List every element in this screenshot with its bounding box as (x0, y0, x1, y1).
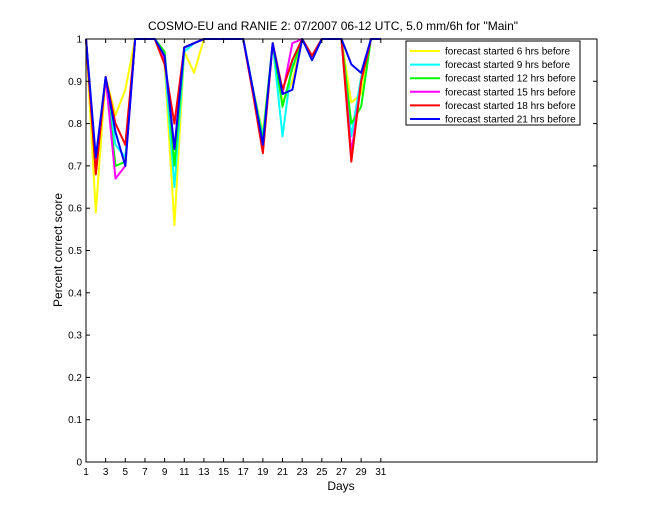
legend-label-2: forecast started 9 hrs before (445, 60, 571, 71)
x-tick-label: 25 (316, 467, 328, 478)
legend-box (405, 40, 581, 126)
x-tick-label: 21 (277, 467, 289, 478)
legend-label-3: forecast started 12 hrs before (445, 74, 576, 85)
x-tick-label: 1 (83, 467, 89, 478)
x-tick-label: 3 (103, 467, 109, 478)
x-tick-label: 11 (179, 467, 190, 478)
x-tick-label: 13 (198, 467, 210, 478)
y-axis: 0 0.1 0.2 0.3 0.4 0.5 0.6 0.7 0.8 0.9 1 (68, 35, 597, 469)
x-tick-label: 15 (218, 467, 230, 478)
x-tick-label: 27 (336, 467, 348, 478)
y-tick-label: 0.9 (68, 77, 82, 88)
y-tick-label: 0.4 (68, 288, 82, 299)
y-tick-label: 0.5 (68, 246, 82, 257)
legend-label-4: forecast started 15 hrs before (445, 87, 576, 98)
y-tick-label: 0.2 (68, 373, 82, 384)
legend-label-1: forecast started 6 hrs before (445, 47, 571, 58)
x-tick-label: 5 (123, 467, 129, 478)
x-axis: 1 3 5 7 9 11 13 15 17 19 21 23 25 27 29 31 (83, 39, 387, 478)
y-tick-label: 0.7 (68, 161, 82, 172)
x-tick-label: 19 (257, 467, 269, 478)
chart-title: COSMO-EU and RANIE 2: 07/2007 06-12 UTC,… (148, 19, 518, 33)
legend-label-6: forecast started 21 hrs before (445, 115, 576, 126)
x-axis-label: Days (327, 479, 354, 493)
x-tick-label: 9 (162, 467, 168, 478)
x-tick-label: 29 (356, 467, 368, 478)
y-tick-label: 1 (76, 35, 82, 46)
x-tick-label: 31 (375, 467, 387, 478)
y-tick-label: 0.3 (68, 331, 82, 342)
legend-label-5: forecast started 18 hrs before (445, 101, 576, 112)
y-tick-label: 0.6 (68, 204, 82, 215)
y-axis-label: Percent correct score (51, 193, 65, 307)
x-tick-label: 17 (238, 467, 250, 478)
y-tick-label: 0.1 (68, 415, 82, 426)
legend: forecast started 6 hrs before forecast st… (405, 40, 581, 126)
x-tick-label: 7 (142, 467, 148, 478)
y-tick-label: 0.8 (68, 119, 82, 130)
x-tick-label: 23 (297, 467, 309, 478)
y-tick-label: 0 (76, 458, 82, 469)
